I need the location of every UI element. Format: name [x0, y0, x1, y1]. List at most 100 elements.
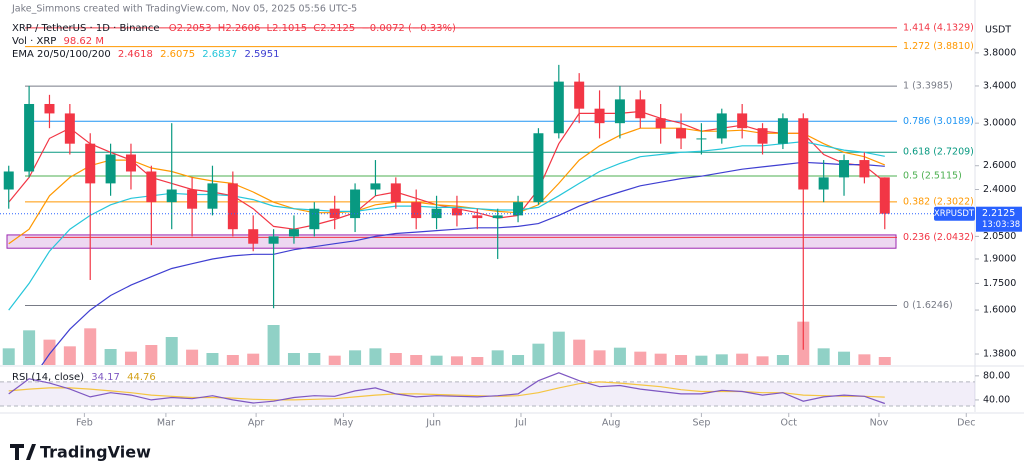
volume-bar — [349, 350, 362, 365]
volume-bar — [84, 328, 97, 365]
ema-line — [41, 161, 885, 365]
candle-body — [146, 171, 157, 203]
volume-bar — [471, 357, 484, 365]
rsi-line — [8, 372, 885, 405]
volume-bar — [63, 346, 76, 365]
volume-bar — [532, 343, 545, 365]
x-tick-label: Nov — [870, 418, 889, 429]
volume-bar — [512, 355, 525, 365]
x-tick-label: Aug — [602, 418, 621, 429]
candle-body — [472, 215, 483, 219]
candle-body — [798, 118, 809, 190]
x-tick-label: Mar — [157, 418, 175, 429]
candle-body — [24, 103, 35, 172]
candle-body — [839, 160, 850, 178]
x-tick-label: Sep — [692, 418, 710, 429]
volume-bar — [756, 356, 769, 365]
volume-bar — [634, 351, 647, 365]
fib-label: 1 (3.3985) — [903, 81, 953, 92]
y-tick-label: 1.3800 — [983, 349, 1016, 360]
y-tick-label: 2.0500 — [983, 231, 1016, 242]
candle-body — [227, 183, 238, 230]
volume-value: 98.62 M — [64, 36, 104, 47]
candle-body — [64, 113, 75, 144]
candle-body — [390, 183, 401, 203]
volume-label: Vol · XRP — [12, 36, 56, 47]
volume-bar — [654, 353, 667, 365]
volume-bar — [450, 356, 463, 365]
price-pane: 1.414 (4.1329) 1.272 (3.8810) 1 (3.3985) 0.… — [0, 22, 975, 365]
ema-line — [8, 127, 886, 245]
candle-body — [451, 208, 462, 216]
symbol: XRP / TetherUS · 1D · Binance — [12, 23, 160, 34]
fib-label: 0.236 (2.0432) — [903, 232, 974, 243]
volume-bar — [206, 353, 219, 365]
countdown: 13:03:38 — [982, 220, 1020, 230]
fib-label: 0.618 (2.7209) — [903, 147, 974, 158]
volume-bar — [287, 353, 300, 365]
volume-bar — [858, 354, 871, 365]
volume-bar — [165, 337, 178, 365]
volume-bar — [145, 345, 158, 365]
volume-bar — [552, 331, 565, 365]
y-unit: USDT — [985, 25, 1011, 36]
candle-body — [329, 208, 340, 219]
ema-legend: EMA 20/50/100/200 2.4618 2.6075 2.6837 2… — [12, 49, 279, 60]
rsi-band — [0, 381, 975, 406]
candle-body — [187, 189, 198, 209]
ema-line — [8, 110, 886, 230]
volume-bar — [186, 349, 199, 365]
rsi-value: 34.17 — [91, 372, 120, 383]
volume-bar — [573, 339, 586, 365]
candle-body — [431, 208, 442, 219]
symbol-line: XRP / TetherUS · 1D · Binance O2.2053 H2… — [12, 23, 456, 34]
volume-bar — [104, 349, 117, 365]
candle-body — [207, 183, 218, 209]
y-tick-label: 3.0000 — [983, 118, 1016, 129]
candle-body — [859, 160, 870, 178]
fib-label: 0 (1.6246) — [903, 300, 953, 311]
rsi-tick-label: 80.00 — [983, 370, 1010, 381]
ohlc: L2.1015 — [267, 23, 308, 34]
candle-body — [635, 99, 646, 119]
candle-body — [757, 128, 768, 144]
axes: 3.8000 3.4000 3.0000 2.6000 2.4000 2.0500 1.90… — [76, 47, 1022, 429]
y-tick-label: 1.7500 — [983, 278, 1016, 289]
candle-body — [737, 113, 748, 129]
ema-value: 2.6075 — [160, 49, 195, 60]
volume-bar — [613, 347, 626, 365]
volume-bar — [328, 355, 341, 365]
zone — [6, 234, 897, 249]
candle-body — [879, 177, 890, 214]
candle-body — [44, 103, 55, 114]
y-tick-label: 3.8000 — [983, 47, 1016, 58]
candle-body — [248, 229, 259, 244]
brand-name: TradingView — [40, 443, 151, 462]
fib-label: 1.272 (3.8810) — [903, 41, 974, 52]
volume-bar — [817, 348, 830, 365]
y-tick-label: 3.4000 — [983, 80, 1016, 91]
rsi-label: RSI (14, close) — [12, 372, 84, 383]
y-tick-label: 2.6000 — [983, 160, 1016, 171]
fib-label: 0.5 (2.5115) — [903, 171, 962, 182]
volume-bar — [2, 348, 15, 365]
y-tick-label: 1.6000 — [983, 305, 1016, 316]
ema-label: EMA 20/50/100/200 — [12, 49, 111, 60]
candle-body — [85, 143, 96, 184]
volume-bar — [878, 357, 891, 365]
fib-label: 0.382 (2.3022) — [903, 196, 974, 207]
candle-body — [370, 183, 381, 190]
x-tick-label: Oct — [781, 418, 798, 429]
price-tag: 2.2125 — [982, 208, 1015, 219]
candle-body — [268, 236, 279, 244]
brand: TradingView — [10, 443, 151, 462]
candle-body — [492, 215, 503, 219]
candle-body — [350, 189, 361, 219]
ema-value: 2.6837 — [202, 49, 237, 60]
candle-body — [818, 177, 829, 190]
volume-bar — [124, 351, 137, 365]
candle-body — [513, 202, 524, 216]
candle-body — [125, 154, 136, 172]
candle-body — [676, 128, 687, 139]
